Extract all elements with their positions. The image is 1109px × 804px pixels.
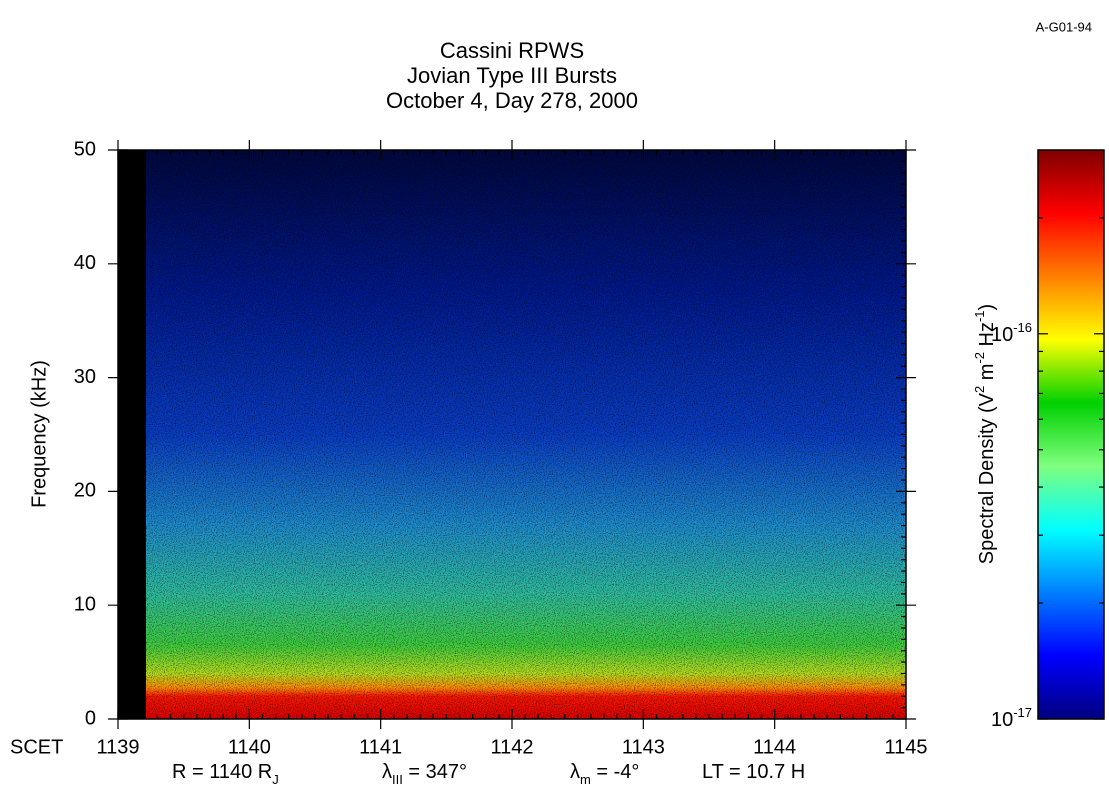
footer-part: = -4°: [591, 761, 640, 783]
x-tick-label: 1143: [622, 736, 665, 758]
plot-area: [117, 149, 907, 720]
footer-label: LT = 10.7 H: [702, 761, 805, 783]
footer-label: λIII = 347°: [382, 761, 467, 787]
y-tick-label: 20: [74, 480, 96, 502]
x-tick-label: 1141: [359, 736, 402, 758]
colorbar-label-part: ): [976, 304, 998, 311]
footer-part: R = 1140 R: [172, 761, 272, 783]
colorbar-tick-label: 10-16: [991, 320, 1032, 346]
footer-part: λ: [570, 761, 580, 783]
x-tick-label: 1140: [228, 736, 271, 758]
colorbar-tick-label: 10-17: [991, 705, 1032, 731]
y-tick-label: 50: [74, 138, 96, 160]
colorbar-tick-exponent: -17: [1013, 705, 1032, 720]
y-tick-label: 30: [74, 366, 96, 388]
footer-part: III: [392, 772, 403, 787]
x-tick-label: 1139: [96, 736, 139, 758]
colorbar-label-part: -2: [972, 352, 987, 364]
footer-part: λ: [382, 761, 392, 783]
y-tick-label: 40: [74, 252, 96, 274]
spectrogram-noise: [118, 150, 906, 719]
footer-label: λm = -4°: [570, 761, 639, 787]
colorbar-tick-base: 10: [991, 324, 1013, 346]
x-tick-label: 1145: [884, 736, 927, 758]
colorbar-label-part: m: [976, 364, 998, 386]
chart-title: October 4, Day 278, 2000: [386, 88, 638, 113]
x-tick-label: 1142: [490, 736, 533, 758]
footer-part: m: [580, 772, 591, 787]
y-tick-label: 0: [85, 707, 96, 729]
colorbar-label-part: Hz: [976, 322, 998, 352]
colorbar-label-part: Spectral Density (V: [976, 392, 998, 564]
y-axis-label: Frequency (kHz): [28, 360, 50, 508]
footer-part: = 347°: [403, 761, 467, 783]
footer-label: R = 1140 RJ: [172, 761, 279, 787]
colorbar-label-part: -1: [972, 310, 987, 322]
x-tick-label: 1144: [753, 736, 796, 758]
colorbar-label: Spectral Density (V2 m-2 Hz-1): [972, 304, 998, 564]
chart-title: Cassini RPWS: [440, 38, 584, 63]
footer-part: LT = 10.7 H: [702, 761, 805, 783]
x-prefix-label: SCET: [10, 736, 63, 758]
y-tick-label: 10: [74, 593, 96, 615]
colorbar-tick-base: 10: [991, 709, 1013, 731]
corner-label: A-G01-94: [1036, 19, 1092, 34]
colorbar: [1037, 149, 1105, 720]
colorbar-tick-exponent: -16: [1013, 320, 1032, 335]
chart-title: Jovian Type III Bursts: [407, 63, 617, 88]
footer-part: J: [272, 772, 279, 787]
colorbar-label-part: 2: [972, 386, 987, 393]
